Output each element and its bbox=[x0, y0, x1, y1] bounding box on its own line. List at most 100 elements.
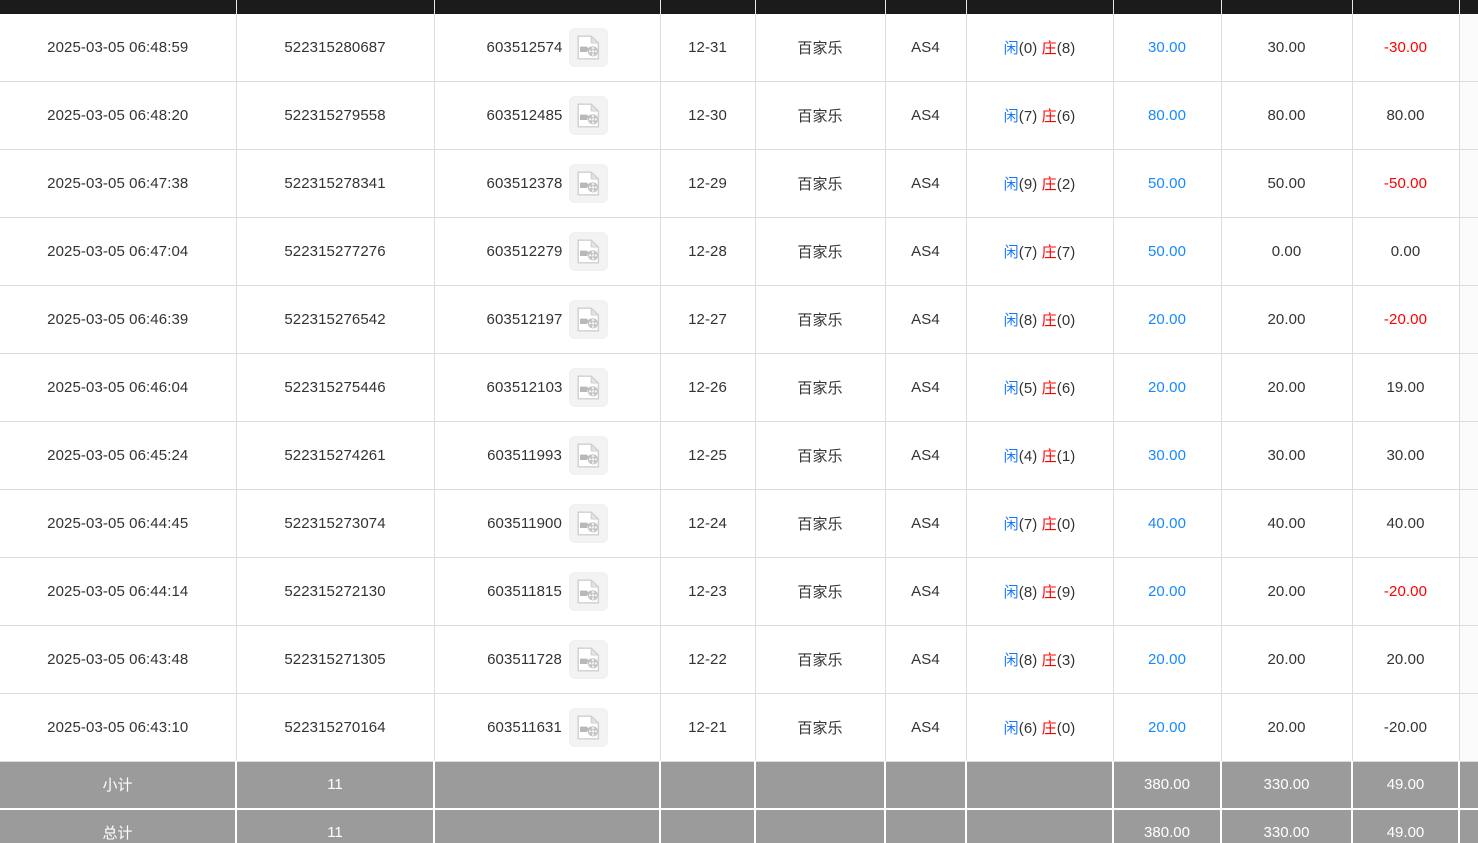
header-cell-bet[interactable] bbox=[1113, 0, 1222, 14]
player-label: 闲 bbox=[1003, 652, 1019, 669]
bet-time-text: 2025-03-05 06:47:04 bbox=[47, 243, 189, 260]
payout-amount-text: -20.00 bbox=[1383, 719, 1428, 736]
game-result: 闲(0) 庄(8) bbox=[1004, 40, 1076, 57]
video-file-icon[interactable] bbox=[569, 641, 607, 678]
header-cell-result[interactable] bbox=[966, 0, 1114, 14]
video-file-icon[interactable] bbox=[569, 437, 607, 474]
player-points: (7) bbox=[1018, 108, 1038, 125]
header-cell-round[interactable] bbox=[434, 0, 661, 14]
summary-payout-total-text: 49.00 bbox=[1386, 824, 1425, 841]
order-no-text: 522315273074 bbox=[284, 515, 386, 532]
payout-amount-text: 19.00 bbox=[1386, 379, 1425, 396]
payout-amount-text: 20.00 bbox=[1386, 651, 1425, 668]
cell-bet-time: 2025-03-05 06:48:59 bbox=[0, 14, 237, 82]
video-file-icon[interactable] bbox=[569, 573, 607, 610]
table-row[interactable]: 2025-03-05 06:47:38 522315278341 603512378… bbox=[0, 149, 1478, 218]
banker-label: 庄 bbox=[1041, 176, 1057, 193]
game-name-text: 百家乐 bbox=[797, 448, 843, 465]
banker-points: (8) bbox=[1056, 40, 1076, 57]
cell-order-no: 522315271305 bbox=[236, 625, 435, 694]
cell-order-no: 522315277276 bbox=[236, 217, 435, 286]
header-cell-order[interactable] bbox=[236, 0, 435, 14]
video-file-icon[interactable] bbox=[570, 233, 608, 270]
table-row[interactable]: 2025-03-05 06:45:24 522315274261 603511993… bbox=[0, 421, 1478, 490]
shoe-round-text: 12-27 bbox=[688, 311, 727, 328]
cell-valid-amount: 20.00 bbox=[1221, 693, 1353, 762]
payout-amount-text: 30.00 bbox=[1386, 447, 1425, 464]
cell-scroll-gutter bbox=[1459, 557, 1478, 626]
cell-game-result: 闲(8) 庄(9) bbox=[966, 557, 1114, 626]
bet-time-text: 2025-03-05 06:44:14 bbox=[47, 583, 189, 600]
cell-payout-amount: -30.00 bbox=[1352, 14, 1460, 82]
banker-label: 庄 bbox=[1041, 516, 1057, 533]
banker-points: (3) bbox=[1056, 652, 1076, 669]
valid-amount-text: 20.00 bbox=[1267, 311, 1306, 328]
cell-scroll-gutter bbox=[1459, 353, 1478, 422]
cell-shoe-round: 12-23 bbox=[660, 557, 756, 626]
table-no-text: AS4 bbox=[911, 311, 940, 328]
bet-amount-text: 20.00 bbox=[1147, 311, 1187, 328]
video-file-icon[interactable] bbox=[570, 301, 608, 338]
game-name-text: 百家乐 bbox=[797, 312, 843, 329]
cell-order-no: 522315274261 bbox=[236, 421, 435, 490]
table-row[interactable]: 2025-03-05 06:43:10 522315270164 603511631… bbox=[0, 693, 1478, 762]
video-file-icon[interactable] bbox=[569, 709, 607, 746]
cell-round-no: 603511993 bbox=[434, 421, 661, 490]
summary-valid-total-text: 330.00 bbox=[1263, 824, 1310, 841]
cell-scroll-gutter bbox=[1459, 489, 1478, 558]
table-row[interactable]: 2025-03-05 06:48:59 522315280687 603512574… bbox=[0, 14, 1478, 82]
valid-amount-text: 20.00 bbox=[1267, 583, 1306, 600]
cell-valid-amount: 50.00 bbox=[1221, 149, 1353, 218]
cell-payout-amount: 40.00 bbox=[1352, 489, 1460, 558]
video-file-icon[interactable] bbox=[570, 165, 608, 202]
round-no-text: 603511993 bbox=[487, 447, 562, 464]
banker-label: 庄 bbox=[1041, 108, 1057, 125]
cell-game-name: 百家乐 bbox=[755, 557, 886, 626]
table-row[interactable]: 2025-03-05 06:47:04 522315277276 603512279… bbox=[0, 217, 1478, 286]
summary-bet-total-text: 380.00 bbox=[1144, 824, 1190, 841]
player-points: (0) bbox=[1018, 40, 1038, 57]
cell-round-no: 603512378 bbox=[434, 149, 661, 218]
cell-table-no: AS4 bbox=[885, 421, 967, 490]
table-row[interactable]: 2025-03-05 06:43:48 522315271305 603511728… bbox=[0, 625, 1478, 694]
summary-round bbox=[434, 761, 661, 810]
shoe-round-text: 12-30 bbox=[688, 107, 727, 124]
game-result: 闲(4) 庄(1) bbox=[1004, 448, 1076, 465]
table-row[interactable]: 2025-03-05 06:44:45 522315273074 603511900… bbox=[0, 489, 1478, 558]
header-cell-tableno[interactable] bbox=[885, 0, 967, 14]
table-row[interactable]: 2025-03-05 06:44:14 522315272130 603511815… bbox=[0, 557, 1478, 626]
order-no-text: 522315275446 bbox=[284, 379, 386, 396]
shoe-round-text: 12-22 bbox=[688, 651, 727, 668]
header-cell-shoe[interactable] bbox=[660, 0, 756, 14]
bet-time-text: 2025-03-05 06:44:45 bbox=[47, 515, 189, 532]
summary-round bbox=[434, 808, 661, 843]
table-no-text: AS4 bbox=[911, 379, 940, 396]
header-cell-payout[interactable] bbox=[1352, 0, 1460, 14]
cell-valid-amount: 20.00 bbox=[1221, 353, 1353, 422]
summary-label: 总计 bbox=[0, 808, 237, 843]
cell-shoe-round: 12-29 bbox=[660, 149, 756, 218]
table-no-text: AS4 bbox=[911, 243, 940, 260]
header-cell-valid[interactable] bbox=[1221, 0, 1353, 14]
video-file-icon[interactable] bbox=[570, 97, 608, 134]
cell-table-no: AS4 bbox=[885, 217, 967, 286]
video-file-icon[interactable] bbox=[570, 29, 608, 66]
game-name-text: 百家乐 bbox=[797, 720, 843, 737]
cell-scroll-gutter bbox=[1459, 149, 1478, 218]
bet-amount-text: 30.00 bbox=[1147, 39, 1187, 56]
table-row[interactable]: 2025-03-05 06:46:04 522315275446 603512103… bbox=[0, 353, 1478, 422]
video-file-icon[interactable] bbox=[570, 369, 608, 406]
shoe-round-text: 12-23 bbox=[688, 583, 727, 600]
round-no-text: 603512197 bbox=[486, 311, 563, 328]
cell-table-no: AS4 bbox=[885, 285, 967, 354]
banker-label: 庄 bbox=[1041, 720, 1057, 737]
summary-shoe bbox=[660, 808, 756, 843]
header-cell-game[interactable] bbox=[755, 0, 886, 14]
video-file-icon[interactable] bbox=[569, 505, 607, 542]
table-row[interactable]: 2025-03-05 06:46:39 522315276542 603512197… bbox=[0, 285, 1478, 354]
header-cell-time[interactable] bbox=[0, 0, 237, 14]
summary-count-text: 11 bbox=[327, 776, 343, 794]
player-label: 闲 bbox=[1003, 584, 1019, 601]
table-row[interactable]: 2025-03-05 06:48:20 522315279558 603512485… bbox=[0, 81, 1478, 150]
